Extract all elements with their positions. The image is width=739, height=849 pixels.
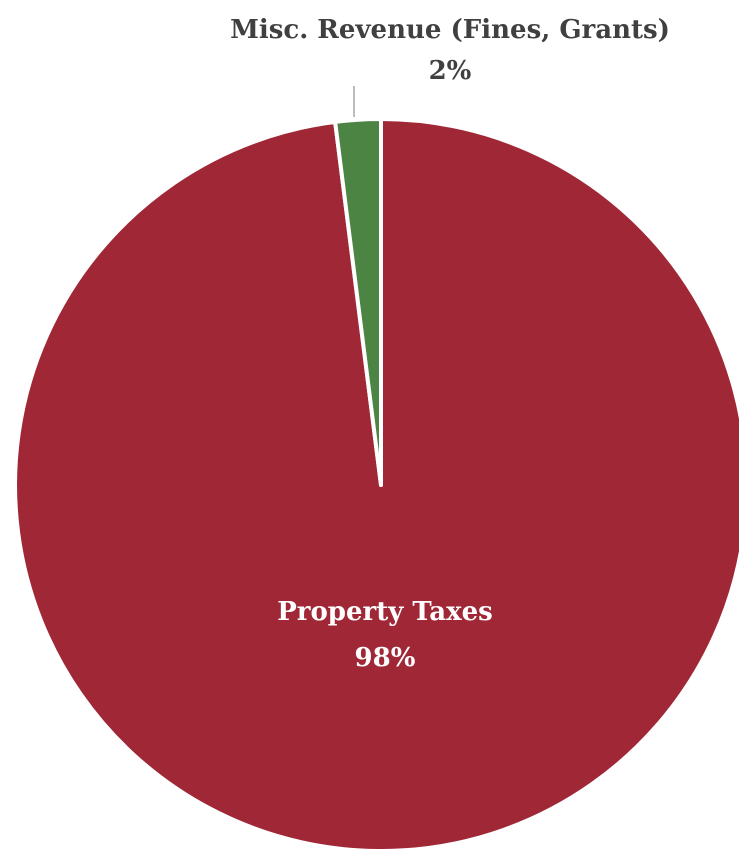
pie-slice-misc-revenue-fines-grants xyxy=(333,117,383,487)
slice-label-misc-revenue-value: 2% xyxy=(429,56,472,86)
slice-label-property-taxes-value: 98% xyxy=(355,643,416,673)
slice-label-misc-revenue-name: Misc. Revenue (Fines, Grants) xyxy=(230,15,670,45)
pie-slices xyxy=(13,117,739,849)
slice-label-property-taxes-name: Property Taxes xyxy=(277,597,493,627)
pie-slice-property-taxes xyxy=(13,117,739,849)
